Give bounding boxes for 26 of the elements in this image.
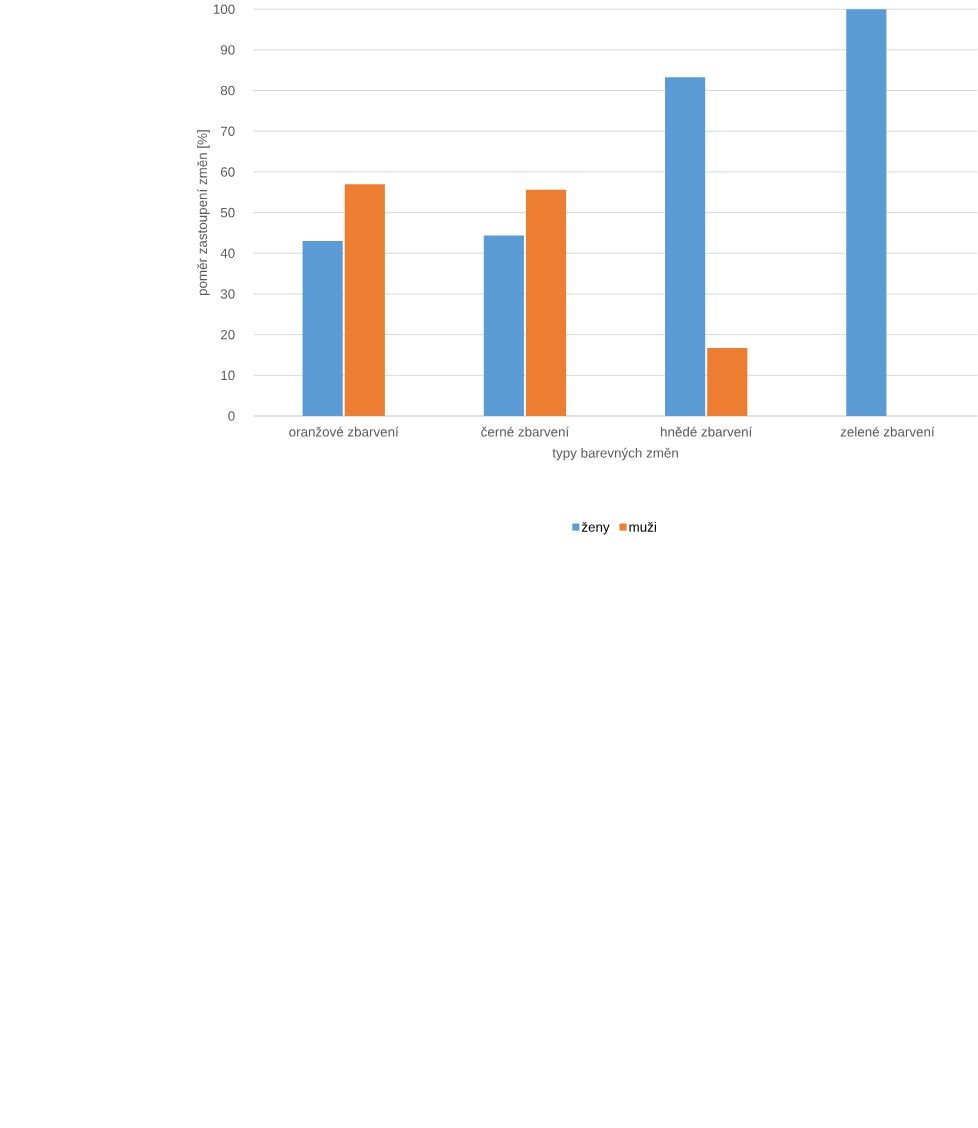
bar [483, 235, 525, 417]
bar [707, 348, 748, 417]
bar [344, 184, 385, 417]
y-tick-label: 10 [221, 370, 235, 381]
y-tick-label: 60 [221, 167, 235, 177]
legend-label: muži [629, 521, 656, 532]
y-axis-title: poměr zastoupení změn [%] [197, 130, 210, 296]
y-tick-label: 30 [220, 289, 235, 299]
bar [846, 9, 887, 417]
bar [525, 189, 567, 417]
y-tick-label: 40 [220, 248, 235, 259]
y-tick-label: 70 [221, 126, 235, 136]
y-tick-label: 20 [221, 329, 235, 340]
bar [665, 77, 706, 417]
y-tick-label: 80 [220, 85, 235, 96]
bar [302, 241, 343, 417]
y-tick-label: 90 [220, 45, 235, 55]
x-tick-label: černé zbarvení [481, 426, 570, 437]
y-tick-label: 100 [213, 4, 235, 14]
y-tick-label: 0 [228, 411, 235, 421]
y-tick-label: 50 [220, 207, 235, 218]
x-tick-label: zelené zbarvení [840, 426, 935, 437]
legend-label: ženy [581, 521, 610, 535]
x-axis-title: typy barevných změn [552, 447, 678, 461]
x-tick-label: hnědé zbarvení [661, 426, 753, 437]
x-tick-label: oranžové zbarvení [289, 426, 399, 437]
